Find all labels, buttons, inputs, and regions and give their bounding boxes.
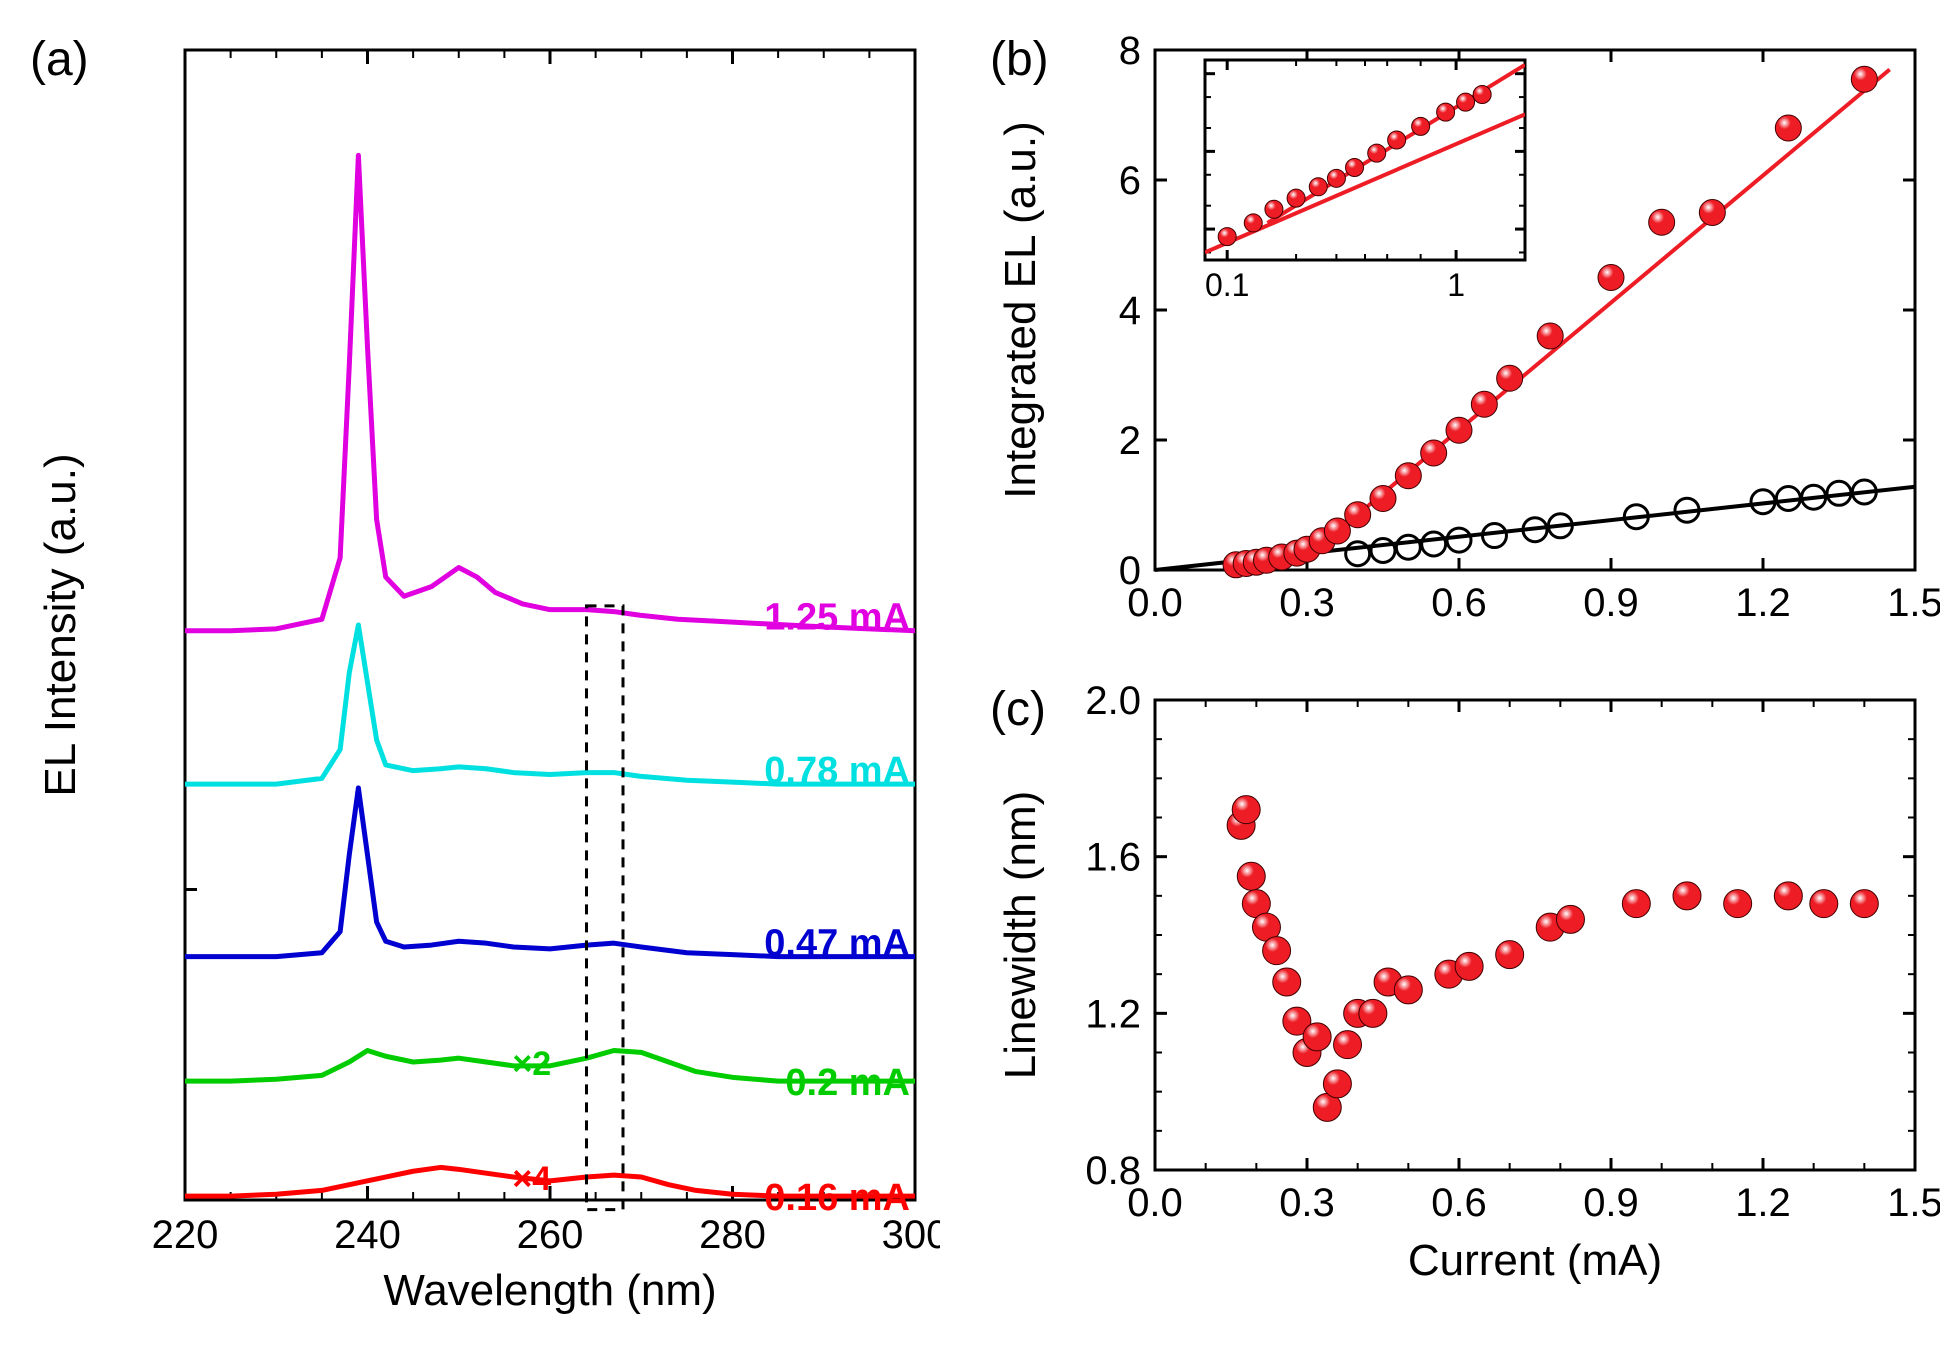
scale-tag: ×2 xyxy=(512,1045,551,1083)
x-tick-label: 0.3 xyxy=(1279,581,1335,625)
x-tick-label: 280 xyxy=(699,1213,766,1257)
series-label: 0.78 mA xyxy=(764,750,910,792)
x-tick-label: 1.2 xyxy=(1735,581,1791,625)
x-tick-label: 0.6 xyxy=(1431,1181,1487,1225)
right-column: (b)0.00.30.60.91.21.502468Integrated EL … xyxy=(980,20,1940,1340)
x-tick-label: 1.5 xyxy=(1887,1181,1940,1225)
x-tick-label: 0.6 xyxy=(1431,581,1487,625)
series-label: 0.47 mA xyxy=(764,922,910,964)
panel-b-svg: (b)0.00.30.60.91.21.502468Integrated EL … xyxy=(980,20,1940,660)
x-tick-label: 300 xyxy=(882,1213,940,1257)
y-axis-label: EL Intensity (a.u.) xyxy=(36,453,85,796)
y-axis-label: Integrated EL (a.u.) xyxy=(996,121,1045,498)
inset-tick: 0.1 xyxy=(1205,267,1249,303)
x-tick-label: 0.3 xyxy=(1279,1181,1335,1225)
panel-c-svg: (c)0.00.30.60.91.21.50.81.21.62.0Current… xyxy=(980,670,1940,1310)
y-tick-label: 6 xyxy=(1119,159,1141,203)
y-tick-label: 2 xyxy=(1119,419,1141,463)
y-tick-label: 0.8 xyxy=(1085,1149,1141,1193)
x-tick-label: 240 xyxy=(334,1213,401,1257)
y-axis-label: Linewidth (nm) xyxy=(996,791,1045,1080)
y-tick-label: 0 xyxy=(1119,549,1141,593)
scale-tag: ×4 xyxy=(512,1160,551,1198)
panel-a-container: (a) 220 240 260 280 300 Wavelength (nm) EL Inte… xyxy=(20,20,940,1340)
series-label: 0.16 mA xyxy=(764,1177,910,1219)
panel-a-svg: (a) 220 240 260 280 300 Wavelength (nm) EL Inte… xyxy=(20,20,940,1340)
x-tick-label: 0.9 xyxy=(1583,1181,1639,1225)
series-label: 0.2 mA xyxy=(785,1062,910,1104)
x-tick-label: 1.2 xyxy=(1735,1181,1791,1225)
inset-tick: 1 xyxy=(1447,267,1465,303)
y-tick-label: 2.0 xyxy=(1085,679,1141,723)
x-axis-label: Current (mA) xyxy=(1408,1236,1662,1285)
y-tick-label: 4 xyxy=(1119,289,1141,333)
x-tick-label: 260 xyxy=(517,1213,584,1257)
y-tick-label: 1.6 xyxy=(1085,836,1141,880)
figure-root: (a)220240260280300Wavelength (nm)EL Inte… xyxy=(20,20,1940,1340)
x-tick-label: 220 xyxy=(152,1213,219,1257)
panel-a-label: (a) xyxy=(30,33,89,86)
x-tick-label: 0.9 xyxy=(1583,581,1639,625)
x-axis-label: Wavelength (nm) xyxy=(383,1266,716,1315)
series-label: 1.25 mA xyxy=(764,597,910,639)
y-tick-label: 1.2 xyxy=(1085,992,1141,1036)
panel-c-label: (c) xyxy=(990,683,1046,736)
x-tick-label: 1.5 xyxy=(1887,581,1940,625)
panel-b-label: (b) xyxy=(990,33,1049,86)
y-tick-label: 8 xyxy=(1119,29,1141,73)
